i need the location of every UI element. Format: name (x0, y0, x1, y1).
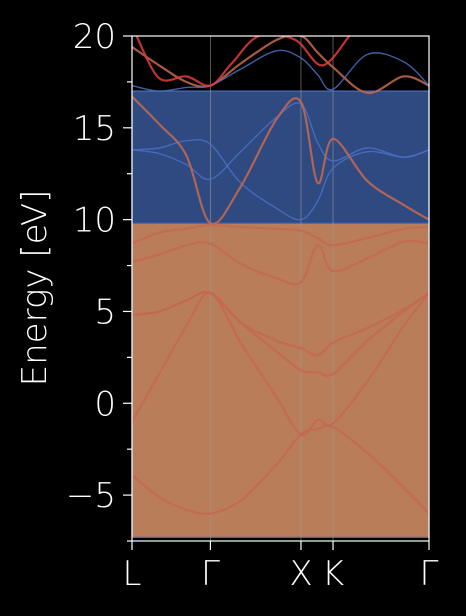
axes-border (131, 35, 430, 542)
axes-frame (131, 35, 430, 542)
band-line-10 (132, 36, 429, 95)
band-line-5 (132, 239, 429, 286)
y-tick-label: 20 (73, 17, 116, 57)
band-line-7 (132, 138, 429, 221)
band-line-9 (132, 95, 429, 226)
y-tick-label: 15 (73, 109, 116, 149)
band-line-1 (132, 424, 429, 516)
band-line-4 (132, 291, 429, 377)
band-line-2 (132, 291, 429, 437)
x-tick-label: L (123, 554, 142, 594)
band-line-8 (132, 102, 429, 181)
y-axis-ticks: −5 0 5 10 15 20 (66, 17, 132, 542)
region-upper (131, 90, 430, 224)
y-tick-label: 5 (94, 292, 116, 332)
y-tick-label: −5 (66, 476, 116, 516)
y-tick-label: 0 (94, 384, 116, 424)
y-tick-label: 10 (73, 201, 116, 241)
y-axis-label: Energy [eV] (15, 190, 55, 387)
high-symmetry-lines (210, 36, 334, 541)
band-line-12 (135, 36, 351, 87)
x-tick-label: Γ (420, 554, 439, 594)
x-tick-label: K (322, 554, 344, 594)
x-tick-label: Γ (201, 554, 220, 594)
band-line-6 (132, 223, 429, 247)
region-lower (131, 222, 430, 538)
band-line-11 (132, 49, 429, 92)
shaded-regions (131, 90, 430, 538)
x-tick-label: X (289, 554, 312, 594)
band-lines (132, 36, 429, 516)
